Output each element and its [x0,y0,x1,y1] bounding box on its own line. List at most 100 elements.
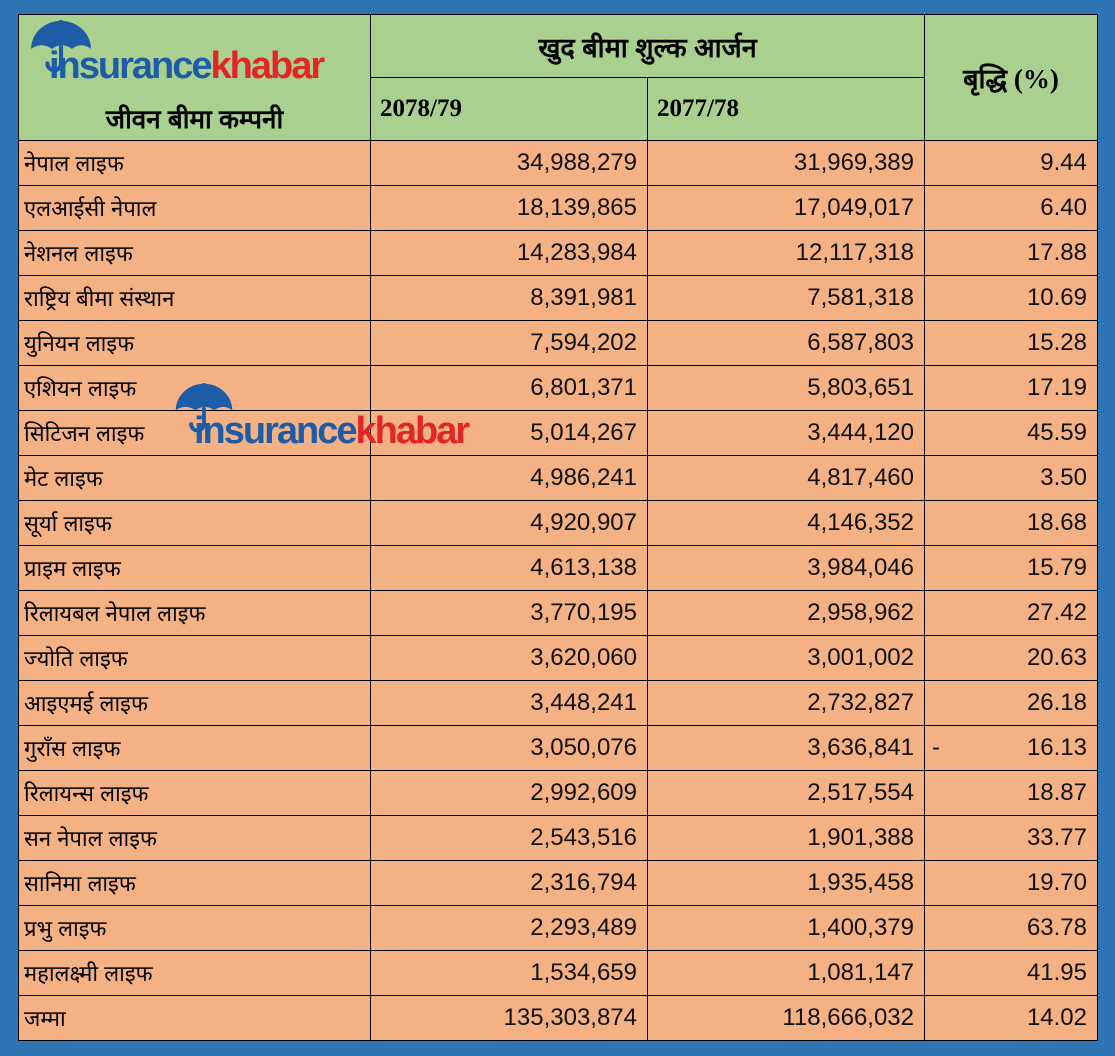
growth-cell: 14.02 [924,995,1098,1041]
table-row: युनियन लाइफ 7,594,202 6,587,803 15.28 [18,320,1098,366]
company-name-cell: रिलायबल नेपाल लाइफ [18,590,371,636]
growth-value: 15.28 [1026,329,1087,356]
company-name-cell: युनियन लाइफ [18,320,371,366]
insurancekhabar-logo: insurancekhabar [29,19,329,97]
growth-value: 14.02 [1026,1004,1087,1031]
growth-value: 6.40 [1040,194,1087,221]
growth-value: 20.63 [1026,644,1087,671]
company-name-cell: नेशनल लाइफ [18,230,371,276]
fy-2078-79-cell: 34,988,279 [370,140,648,186]
table-row: गुराँस लाइफ 3,050,076 3,636,841 - 16.13 [18,725,1098,771]
year-header-2077-78: 2077/78 [647,77,925,141]
growth-value: 41.95 [1026,959,1087,986]
fy-2078-79-cell: 2,316,794 [370,860,648,906]
growth-value: 15.79 [1026,554,1087,581]
growth-value: 16.13 [1026,734,1087,761]
fy-2077-78-cell: 1,901,388 [647,815,925,861]
fy-2078-79-cell: 6,801,371 [370,365,648,411]
fy-2077-78-cell: 12,117,318 [647,230,925,276]
fy-2077-78-cell: 2,732,827 [647,680,925,726]
fy-2078-79-cell: 3,770,195 [370,590,648,636]
growth-value: 17.19 [1026,374,1087,401]
company-name-cell: एलआईसी नेपाल [18,185,371,231]
fy-2078-79-cell: 2,992,609 [370,770,648,816]
table-row: सिटिजन लाइफ 5,014,267 3,444,120 45.59 [18,410,1098,456]
growth-value: 10.69 [1026,284,1087,311]
fy-2078-79-cell: 7,594,202 [370,320,648,366]
company-name-cell: मेट लाइफ [18,455,371,501]
growth-cell: 15.79 [924,545,1098,591]
fy-2077-78-cell: 1,400,379 [647,905,925,951]
table-row: नेशनल लाइफ 14,283,984 12,117,318 17.88 [18,230,1098,276]
brand-text-insurance: insurance [49,45,213,87]
table-row: एलआईसी नेपाल 18,139,865 17,049,017 6.40 [18,185,1098,231]
growth-cell: 17.88 [924,230,1098,276]
fy-2077-78-cell: 17,049,017 [647,185,925,231]
fy-2077-78-cell: 1,935,458 [647,860,925,906]
fy-2077-78-cell: 118,666,032 [647,995,925,1041]
year-header-2078-79: 2078/79 [370,77,648,141]
fy-2077-78-cell: 4,146,352 [647,500,925,546]
company-name-cell: नेपाल लाइफ [18,140,371,186]
table-frame: insurancekhabar जीवन बीमा कम्पनी खुद बीम… [18,14,1098,1041]
fy-2078-79-cell: 18,139,865 [370,185,648,231]
table-row: सानिमा लाइफ 2,316,794 1,935,458 19.70 [18,860,1098,906]
table-row: प्रभु लाइफ 2,293,489 1,400,379 63.78 [18,905,1098,951]
company-name-cell: सिटिजन लाइफ [18,410,371,456]
minus-sign: - [932,734,940,761]
growth-value: 18.68 [1026,509,1087,536]
table-row: एशियन लाइफ 6,801,371 5,803,651 17.19 [18,365,1098,411]
fy-2078-79-cell: 5,014,267 [370,410,648,456]
company-name-cell: सानिमा लाइफ [18,860,371,906]
company-name-cell: जम्मा [18,995,371,1041]
growth-cell: 17.19 [924,365,1098,411]
fy-2077-78-cell: 31,969,389 [647,140,925,186]
company-column-title: जीवन बीमा कम्पनी [105,104,284,134]
table-row-total: जम्मा 135,303,874 118,666,032 14.02 [18,995,1098,1041]
fy-2077-78-cell: 5,803,651 [647,365,925,411]
growth-cell: 3.50 [924,455,1098,501]
growth-cell: 15.28 [924,320,1098,366]
table-row: रिलायबल नेपाल लाइफ 3,770,195 2,958,962 2… [18,590,1098,636]
fy-2078-79-cell: 14,283,984 [370,230,648,276]
company-name-cell: महालक्ष्मी लाइफ [18,950,371,996]
table-row: राष्ट्रिय बीमा संस्थान 8,391,981 7,581,3… [18,275,1098,321]
growth-value: 19.70 [1026,869,1087,896]
umbrella-icon [31,19,91,73]
growth-value: 3.50 [1040,464,1087,491]
growth-cell: - 16.13 [924,725,1098,771]
brand-text-khabar: khabar [210,45,326,87]
fy-2078-79-cell: 3,448,241 [370,680,648,726]
table-row: आइएमई लाइफ 3,448,241 2,732,827 26.18 [18,680,1098,726]
fy-2078-79-cell: 1,534,659 [370,950,648,996]
growth-value: 18.87 [1026,779,1087,806]
table-row: सूर्या लाइफ 4,920,907 4,146,352 18.68 [18,500,1098,546]
growth-cell: 18.68 [924,500,1098,546]
table-row: रिलायन्स लाइफ 2,992,609 2,517,554 18.87 [18,770,1098,816]
table-row: ज्योति लाइफ 3,620,060 3,001,002 20.63 [18,635,1098,681]
company-name-cell: रिलायन्स लाइफ [18,770,371,816]
company-column-header: insurancekhabar जीवन बीमा कम्पनी [18,14,371,141]
growth-cell: 9.44 [924,140,1098,186]
growth-cell: 63.78 [924,905,1098,951]
growth-cell: 6.40 [924,185,1098,231]
fy-2078-79-cell: 2,293,489 [370,905,648,951]
premium-table: insurancekhabar जीवन बीमा कम्पनी खुद बीम… [18,14,1098,1041]
company-name-cell: ज्योति लाइफ [18,635,371,681]
growth-cell: 41.95 [924,950,1098,996]
growth-cell: 33.77 [924,815,1098,861]
table-row: महालक्ष्मी लाइफ 1,534,659 1,081,147 41.9… [18,950,1098,996]
fy-2077-78-cell: 7,581,318 [647,275,925,321]
table-row: सन नेपाल लाइफ 2,543,516 1,901,388 33.77 [18,815,1098,861]
fy-2077-78-cell: 3,636,841 [647,725,925,771]
growth-value: 63.78 [1026,914,1087,941]
growth-value: 17.88 [1026,239,1087,266]
fy-2077-78-cell: 3,001,002 [647,635,925,681]
growth-value: 26.18 [1026,689,1087,716]
company-name-cell: आइएमई लाइफ [18,680,371,726]
fy-2077-78-cell: 2,958,962 [647,590,925,636]
fy-2077-78-cell: 3,984,046 [647,545,925,591]
premium-header-cell: खुद बीमा शुल्क आर्जन [370,14,925,78]
company-name-cell: प्राइम लाइफ [18,545,371,591]
fy-2078-79-cell: 4,613,138 [370,545,648,591]
